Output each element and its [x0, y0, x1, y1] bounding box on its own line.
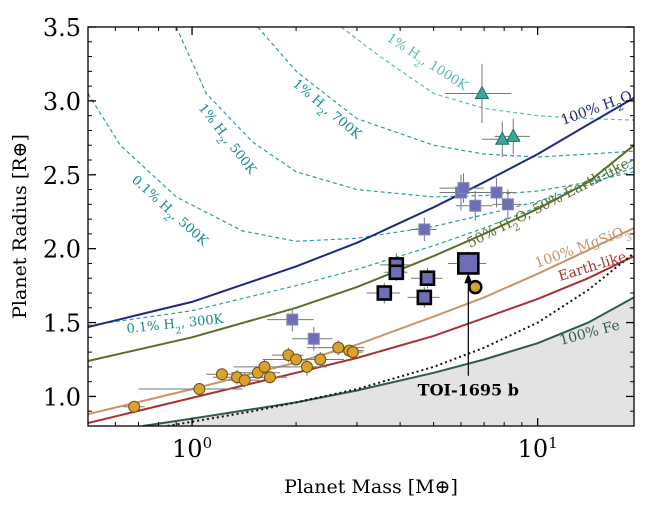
- triangle-point: [474, 85, 490, 99]
- square-point: [388, 264, 405, 281]
- y-tick-label: 2.0: [43, 236, 81, 264]
- y-axis-label: Planet Radius [R⊕]: [9, 134, 31, 319]
- square-point: [376, 285, 393, 301]
- iron-region-fill: [142, 297, 634, 426]
- y-tick-label: 1.5: [43, 310, 81, 338]
- data-points: [128, 85, 521, 413]
- square-point: [286, 313, 299, 326]
- x-tick-label: 101: [518, 434, 558, 463]
- plot-frame: [87, 26, 635, 427]
- square-point: [416, 289, 433, 306]
- y-tick-label: 1.0: [43, 383, 81, 411]
- circle-point: [300, 360, 313, 373]
- dotted-curve: [167, 252, 634, 426]
- h2-1-500k-curve: [175, 27, 634, 198]
- square-point: [307, 332, 320, 345]
- mgsio3-curve: [88, 227, 634, 416]
- h2o-50-curve: [88, 144, 634, 362]
- y-tick-label: 2.5: [43, 162, 81, 190]
- circle-point: [314, 353, 327, 366]
- circle-point: [290, 353, 303, 366]
- fe-curve: [142, 296, 634, 426]
- square-point: [457, 252, 480, 275]
- square-point: [419, 270, 436, 287]
- y-tick-label: 3.5: [43, 14, 81, 42]
- square-point: [469, 199, 482, 212]
- square-point: [418, 223, 431, 236]
- toi-1695b-label: TOI-1695 b: [418, 381, 519, 400]
- x-axis-label: Planet Mass [M⊕]: [284, 476, 458, 498]
- h2-300k-curve: [88, 159, 634, 327]
- square-point: [490, 186, 503, 199]
- h2-envelope-curves: [88, 27, 634, 327]
- circle-point: [332, 341, 345, 354]
- h2-300k-label: 0.1% H2, 300K: [126, 312, 225, 342]
- h2-700k-curve: [257, 27, 634, 158]
- circle-point: [215, 368, 228, 381]
- circle-point: [346, 346, 359, 359]
- iron-shaded-region: [142, 297, 634, 426]
- h2-01-500k-label: 0.1% H2, 500K: [125, 173, 211, 253]
- square-point: [501, 198, 514, 211]
- h2-700k-label: 1% H2, 700K: [287, 77, 365, 147]
- x-tick-label: 100: [172, 434, 212, 463]
- h2o-100-curve: [88, 97, 634, 328]
- circle-point: [258, 360, 271, 373]
- axes: 100 101 1.0 1.5 2.0 2.5 3.0 3.5 Planet Mass [M⊕]…: [9, 14, 634, 498]
- circle-point: [128, 400, 141, 413]
- square-point: [457, 182, 470, 195]
- annotation: TOI-1695 b: [418, 273, 519, 400]
- circle-point: [193, 383, 206, 396]
- circle-point: [468, 279, 483, 295]
- triangle-point: [505, 128, 521, 142]
- y-tick-label: 3.0: [43, 88, 81, 116]
- h2-1000k-label: 1% H2, 1000K: [381, 31, 470, 98]
- h2o-100-label: 100% H2O: [559, 88, 636, 133]
- annotation-arrowhead: [464, 273, 473, 284]
- circle-point: [263, 371, 276, 384]
- composition-curves: [88, 97, 634, 426]
- triangle-point: [494, 131, 510, 145]
- circle-point: [238, 374, 251, 387]
